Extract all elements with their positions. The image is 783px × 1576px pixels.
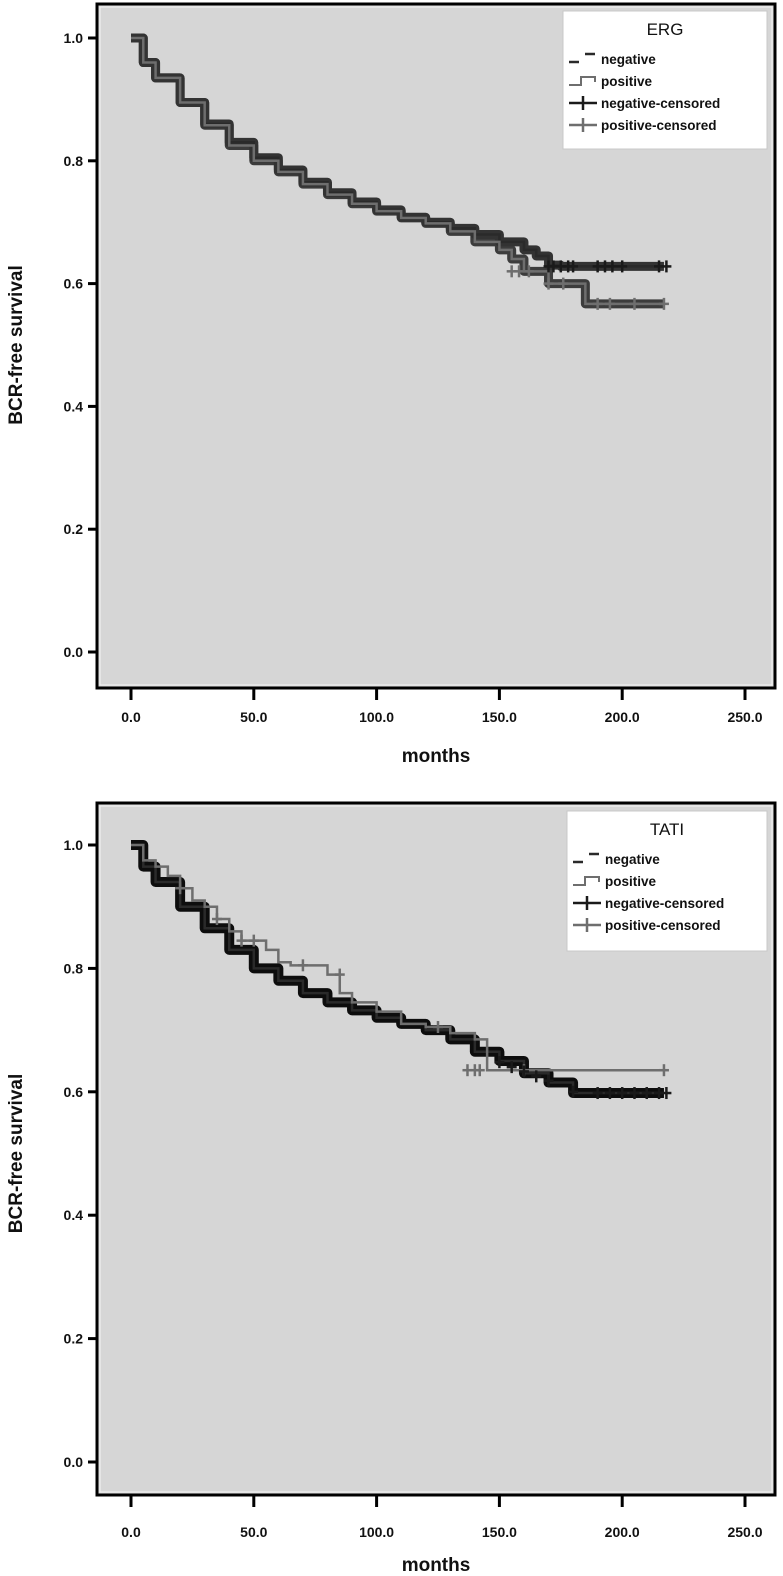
legend: ERG negative positive negative-censored posi… <box>562 10 768 150</box>
legend-item-negative-censored: negative-censored <box>573 896 724 911</box>
y-tick-label: 0.6 <box>64 276 84 292</box>
legend-item-positive: positive <box>569 74 653 89</box>
x-tick-label: 0.0 <box>121 1524 141 1540</box>
y-tick-label: 0.2 <box>64 1331 84 1347</box>
y-tick-label: 1.0 <box>64 30 84 46</box>
legend-item-positive: positive <box>573 874 657 889</box>
legend-label: positive-censored <box>601 118 717 133</box>
tati-km-plot: 0.0 0.2 0.4 0.6 0.8 1.0 BCR-free survival 0.0 50… <box>6 801 777 1576</box>
x-tick-label: 50.0 <box>240 709 267 725</box>
x-tick-label: 250.0 <box>727 709 762 725</box>
legend-label: negative <box>601 52 656 67</box>
negative-censor-marks <box>543 260 672 273</box>
x-tick-label: 250.0 <box>727 1524 762 1540</box>
legend-label: negative <box>605 852 660 867</box>
y-tick-label: 0.8 <box>64 960 84 976</box>
legend-label: positive <box>601 74 653 89</box>
y-tick-label: 1.0 <box>64 837 84 853</box>
legend: TATI negative positive negative-censored pos… <box>566 810 768 952</box>
y-tick-label: 0.4 <box>64 398 84 414</box>
y-axis-title: BCR-free survival <box>6 1074 27 1233</box>
positive-censor-marks <box>506 265 669 310</box>
erg-km-plot: 0.0 0.2 0.4 0.6 0.8 1.0 BCR-free survival 0.0 50… <box>6 2 777 767</box>
x-axis: 0.0 50.0 100.0 150.0 200.0 250.0 <box>121 688 763 725</box>
y-tick-label: 0.4 <box>64 1207 84 1223</box>
y-tick-label: 0.6 <box>64 1084 84 1100</box>
positive-censor-marks <box>175 882 669 1077</box>
y-tick-label: 0.8 <box>64 153 84 169</box>
negative-censor-marks <box>494 1056 672 1100</box>
negative-curve <box>131 843 664 1095</box>
legend-item-positive-censored: positive-censored <box>573 918 721 933</box>
y-tick-label: 0.2 <box>64 521 84 537</box>
y-axis: 0.0 0.2 0.4 0.6 0.8 1.0 <box>64 837 97 1470</box>
y-tick-label: 0.0 <box>64 1454 84 1470</box>
x-axis-title: months <box>402 746 471 767</box>
legend-label: positive <box>605 874 657 889</box>
legend-item-negative: negative <box>569 52 656 67</box>
x-tick-label: 150.0 <box>482 709 517 725</box>
legend-title: ERG <box>647 20 684 39</box>
survival-curves <box>131 840 672 1100</box>
x-tick-label: 200.0 <box>605 1524 640 1540</box>
erg-km-chart: 0.0 0.2 0.4 0.6 0.8 1.0 BCR-free survival 0.0 50… <box>6 2 777 767</box>
x-tick-label: 100.0 <box>359 1524 394 1540</box>
y-axis: 0.0 0.2 0.4 0.6 0.8 1.0 <box>64 30 97 660</box>
x-axis: 0.0 50.0 100.0 150.0 200.0 250.0 <box>121 1495 763 1540</box>
x-tick-label: 100.0 <box>359 709 394 725</box>
legend-title: TATI <box>650 820 684 839</box>
y-axis-title: BCR-free survival <box>6 265 27 424</box>
x-tick-label: 50.0 <box>240 1524 267 1540</box>
legend-item-positive-censored: positive-censored <box>569 118 717 133</box>
legend-label: positive-censored <box>605 918 721 933</box>
tati-km-chart: 0.0 0.2 0.4 0.6 0.8 1.0 BCR-free survival 0.0 50… <box>0 799 783 1576</box>
legend-label: negative-censored <box>601 96 720 111</box>
x-tick-label: 150.0 <box>482 1524 517 1540</box>
x-axis-title: months <box>402 1555 471 1576</box>
legend-label: negative-censored <box>605 896 724 911</box>
positive-curve <box>131 36 664 306</box>
x-tick-label: 0.0 <box>121 709 141 725</box>
x-tick-label: 200.0 <box>605 709 640 725</box>
legend-item-negative: negative <box>573 852 660 867</box>
survival-curves <box>131 33 672 310</box>
y-tick-label: 0.0 <box>64 644 84 660</box>
legend-item-negative-censored: negative-censored <box>569 96 720 111</box>
positive-curve <box>131 843 664 1072</box>
